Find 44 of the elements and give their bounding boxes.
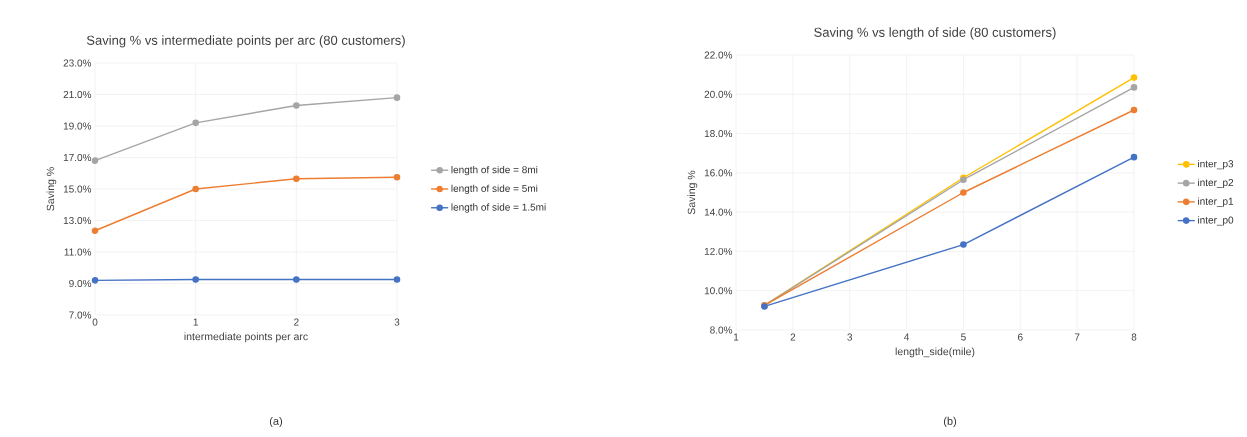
x-tick-label: 1 (193, 318, 198, 326)
x-tick-label: 1 (734, 333, 739, 341)
chart-title: Saving % vs length of side (80 customers) (814, 27, 1056, 40)
legend-label: length of side = 5mi (451, 184, 538, 194)
legend-label: inter_p3 (1198, 160, 1234, 170)
y-tick-label: 14.0% (704, 208, 733, 216)
legend-label: length of side = 8mi (451, 165, 538, 176)
x-axis-title: intermediate points per arc (184, 332, 308, 343)
chart-title: Saving % vs intermediate points per arc (80 customers) (86, 35, 405, 48)
y-tick-label: 8.0% (710, 326, 733, 334)
y-tick-label: 17.0% (63, 153, 92, 162)
x-tick-label: 2 (294, 318, 299, 326)
y-tick-label: 13.0% (63, 216, 92, 225)
x-tick-label: 8 (1131, 333, 1137, 341)
legend-label: inter_p2 (1198, 178, 1234, 189)
text: (a) (269, 416, 283, 428)
x-axis-title: length_side(mile) (895, 347, 975, 358)
x-tick-label: 5 (961, 333, 966, 341)
y-tick-label: 18.0% (704, 130, 733, 138)
x-tick-label: 6 (1018, 333, 1023, 341)
x-tick-label: 3 (394, 318, 400, 326)
x-tick-label: 3 (847, 333, 853, 341)
y-tick-label: 19.0% (63, 122, 92, 130)
y-tick-label: 23.0% (63, 59, 92, 67)
y-tick-label: 21.0% (63, 90, 92, 99)
y-tick-label: 22.0% (704, 51, 733, 59)
y-tick-label: 10.0% (704, 287, 733, 295)
y-tick-label: 12.0% (704, 247, 733, 255)
y-axis-title: Saving % (46, 167, 57, 211)
text: (b) (943, 416, 957, 428)
y-tick-label: 9.0% (69, 279, 92, 288)
x-tick-label: 2 (790, 333, 796, 341)
y-tick-label: 7.0% (69, 311, 92, 319)
x-tick-label: 0 (92, 318, 98, 326)
y-axis-title: Saving % (687, 170, 698, 215)
y-tick-label: 11.0% (64, 248, 92, 256)
y-tick-label: 15.0% (63, 185, 92, 193)
x-tick-label: 4 (904, 333, 910, 341)
legend-label: inter_p0 (1198, 216, 1234, 226)
x-tick-label: 7 (1074, 333, 1080, 341)
legend-label: inter_p1 (1198, 197, 1234, 207)
legend-label: length of side = 1.5mi (451, 203, 546, 213)
y-tick-label: 16.0% (704, 169, 733, 177)
y-tick-label: 20.0% (704, 90, 733, 98)
